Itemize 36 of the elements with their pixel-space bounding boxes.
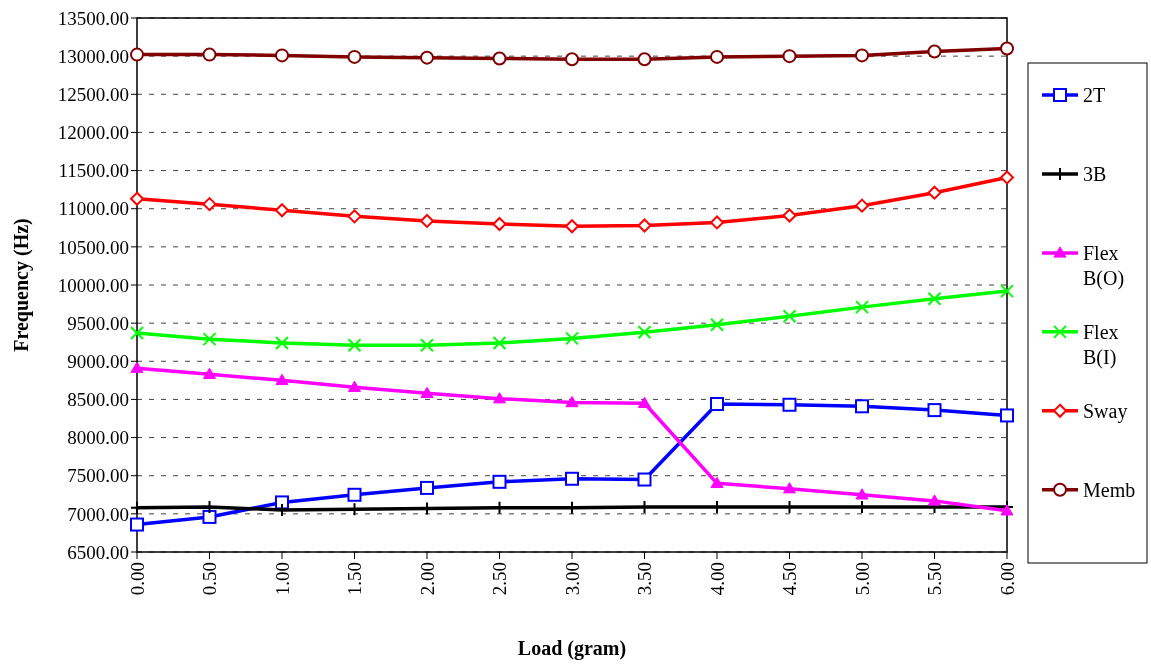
y-tick-label: 9000.00: [67, 350, 129, 372]
y-tick-label: 12500.00: [57, 83, 129, 105]
y-tick-label: 10000.00: [57, 274, 129, 296]
y-tick-label: 13500.00: [57, 7, 129, 29]
x-tick-label: 1.50: [344, 562, 366, 596]
y-tick-label: 8000.00: [67, 427, 129, 449]
x-tick-label: 2.50: [489, 562, 511, 596]
x-tick-label: 0.00: [126, 562, 148, 596]
x-tick-label: 4.50: [779, 562, 801, 596]
y-tick-label: 7500.00: [67, 465, 129, 487]
y-tick-label: 10500.00: [57, 236, 129, 258]
y-tick-label: 12000.00: [57, 122, 129, 144]
y-tick-label: 8500.00: [67, 389, 129, 411]
x-tick-label: 5.50: [924, 562, 946, 596]
legend-label: 2T: [1083, 84, 1106, 106]
y-tick-label: 11000.00: [58, 198, 129, 220]
x-tick-label: 6.00: [996, 562, 1018, 596]
x-tick-label: 4.00: [706, 562, 728, 596]
y-tick-label: 6500.00: [67, 541, 129, 563]
legend-label: Sway: [1083, 399, 1128, 423]
legend-label: Flex B(O): [1083, 241, 1125, 290]
y-tick-label: 13000.00: [57, 45, 129, 67]
legend-label: Flex B(I): [1083, 320, 1119, 369]
legend-label: 3B: [1083, 162, 1107, 185]
y-tick-label: 9500.00: [67, 312, 129, 334]
x-tick-label: 3.00: [561, 562, 583, 596]
x-axis-title: Load (gram): [517, 637, 627, 660]
y-axis-title: Frequency (Hz): [10, 218, 33, 352]
x-tick-label: 3.50: [634, 562, 656, 596]
legend-label: Memb: [1083, 478, 1136, 501]
x-tick-label: 2.00: [416, 562, 438, 596]
x-tick-label: 5.00: [851, 562, 873, 596]
y-tick-label: 11500.00: [58, 160, 129, 182]
y-tick-label: 7000.00: [67, 503, 129, 525]
x-tick-label: 1.00: [271, 562, 293, 596]
x-tick-label: 0.50: [199, 562, 221, 596]
